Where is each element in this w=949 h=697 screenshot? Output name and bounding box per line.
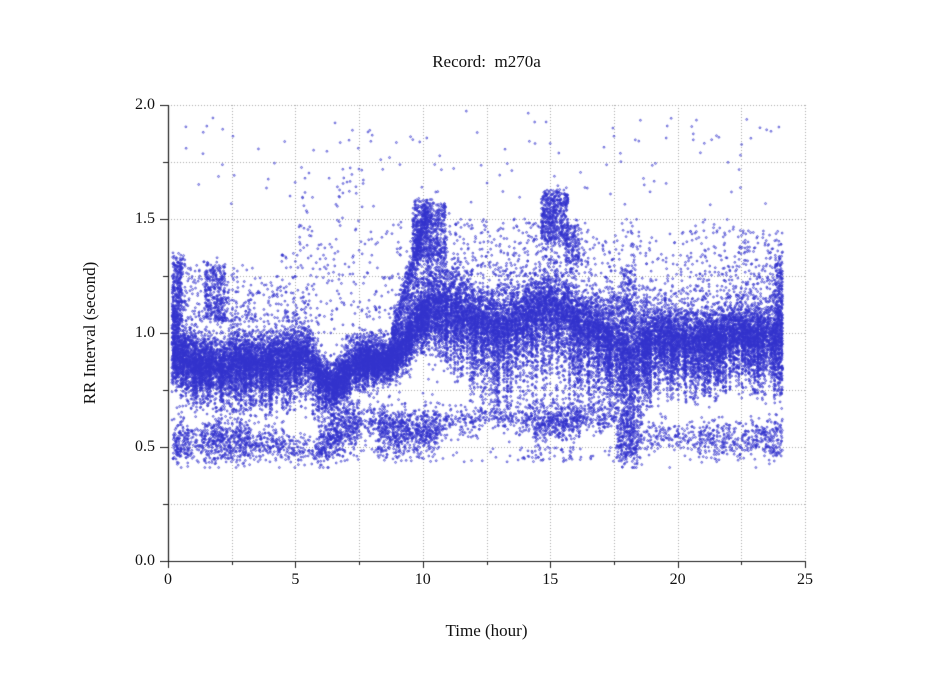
y-tick-label: 1.0: [135, 324, 155, 341]
y-tick-label: 0.0: [135, 552, 155, 569]
y-tick-label: 0.5: [135, 438, 155, 455]
x-tick-label: 15: [542, 571, 559, 588]
y-tick-label: 1.5: [135, 210, 155, 227]
x-tick-label: 20: [669, 571, 686, 588]
y-tick-label: 2.0: [135, 96, 155, 113]
x-tick-label: 0: [164, 571, 172, 588]
rr-interval-scatter-canvas: [160, 97, 820, 575]
x-tick-label: 25: [797, 571, 813, 588]
chart-title: Record: m270a: [432, 52, 541, 71]
y-axis-label: RR Interval (second): [80, 261, 99, 405]
x-axis-label: Time (hour): [445, 621, 528, 640]
x-tick-label: 10: [414, 571, 431, 588]
x-tick-label: 5: [291, 571, 300, 588]
